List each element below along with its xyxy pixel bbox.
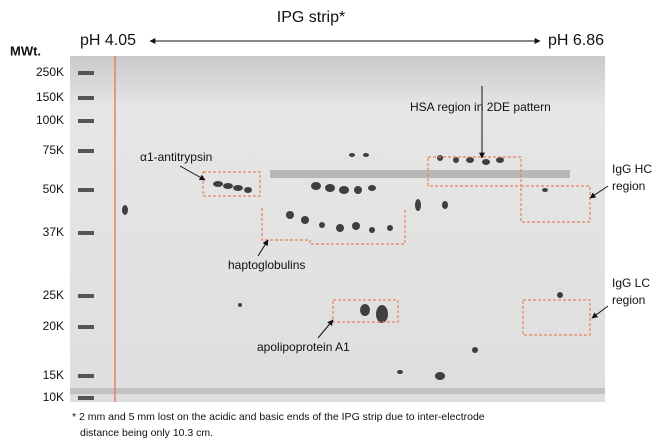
spot [368, 185, 376, 191]
mw-label: 10K [43, 390, 64, 404]
arrow [179, 165, 206, 181]
spot [349, 153, 355, 157]
arrow [589, 185, 609, 199]
spot [557, 292, 563, 298]
spot [238, 303, 242, 307]
mw-label: 20K [43, 319, 64, 333]
spot [311, 182, 321, 190]
ladder-band [78, 325, 94, 329]
ladder-band [78, 294, 94, 298]
label-igg-hc: region [612, 179, 645, 193]
box-haptoglobulins [261, 208, 406, 245]
box-apo [332, 299, 399, 323]
spot [336, 224, 344, 232]
ladder [78, 71, 94, 400]
ph-right: pH 6.86 [548, 32, 604, 49]
spot [354, 186, 362, 194]
box-igg-lc [522, 299, 591, 336]
spot [223, 183, 233, 189]
spot [387, 225, 393, 231]
spot [339, 186, 349, 194]
mw-label: 100K [36, 113, 64, 127]
ladder-band [78, 188, 94, 192]
spot [466, 157, 474, 163]
mw-label: 250K [36, 65, 64, 79]
ladder-band [78, 119, 94, 123]
footnote: * 2 mm and 5 mm lost on the acidic and b… [72, 411, 485, 423]
label-haptoglobulins: haptoglobulins [228, 258, 305, 272]
spot [233, 185, 243, 191]
spot [496, 157, 504, 163]
ph-left: pH 4.05 [80, 32, 136, 49]
spot [286, 211, 294, 219]
spot [376, 305, 388, 323]
mw-label: 15K [43, 368, 64, 382]
spot [437, 155, 443, 161]
strip-title: IPG strip* [277, 9, 345, 26]
footnote: distance being only 10.3 cm. [80, 427, 213, 439]
spot [542, 188, 548, 192]
mw-label: 150K [36, 90, 64, 104]
band [270, 170, 570, 178]
spot [442, 201, 448, 209]
mw-label: 50K [43, 182, 64, 196]
label-hsa: HSA region in 2DE pattern [410, 100, 551, 114]
spot [435, 372, 445, 380]
ladder-band [78, 231, 94, 235]
label-apo: apolipoprotein A1 [257, 340, 350, 354]
mw-label: 75K [43, 143, 64, 157]
spot [482, 159, 490, 165]
spot [472, 347, 478, 353]
spot [301, 216, 309, 224]
box-igg-hc [520, 185, 591, 223]
ladder-band [78, 374, 94, 378]
mw-labels: 250K 150K 100K 75K 50K 37K 25K 20K 15K 10K [36, 65, 64, 404]
spot [397, 370, 403, 374]
arrow [257, 239, 269, 257]
mw-label: 37K [43, 225, 64, 239]
spot [325, 184, 335, 192]
ladder-band [78, 396, 94, 400]
spot [319, 222, 325, 228]
spot [415, 199, 421, 211]
mw-label: 25K [43, 288, 64, 302]
label-igg-hc: IgG HC [612, 162, 652, 176]
label-igg-lc: IgG LC [612, 276, 650, 290]
box-hsa [427, 156, 522, 187]
label-antitrypsin: α1-antitrypsin [140, 150, 212, 164]
spot [244, 187, 252, 193]
ladder-band [78, 96, 94, 100]
arrow [591, 305, 609, 319]
spot [360, 304, 370, 316]
spot [453, 157, 459, 163]
ladder-band [78, 149, 94, 153]
spot [352, 222, 360, 230]
ladder-band [78, 71, 94, 75]
mw-title: MWt. [10, 43, 41, 58]
spot [363, 153, 369, 157]
spot [213, 181, 223, 187]
spot [369, 227, 375, 233]
arrow [317, 319, 334, 339]
band [70, 388, 605, 394]
spot [122, 205, 128, 215]
label-igg-lc: region [612, 293, 645, 307]
box-antitrypsin [202, 171, 261, 197]
